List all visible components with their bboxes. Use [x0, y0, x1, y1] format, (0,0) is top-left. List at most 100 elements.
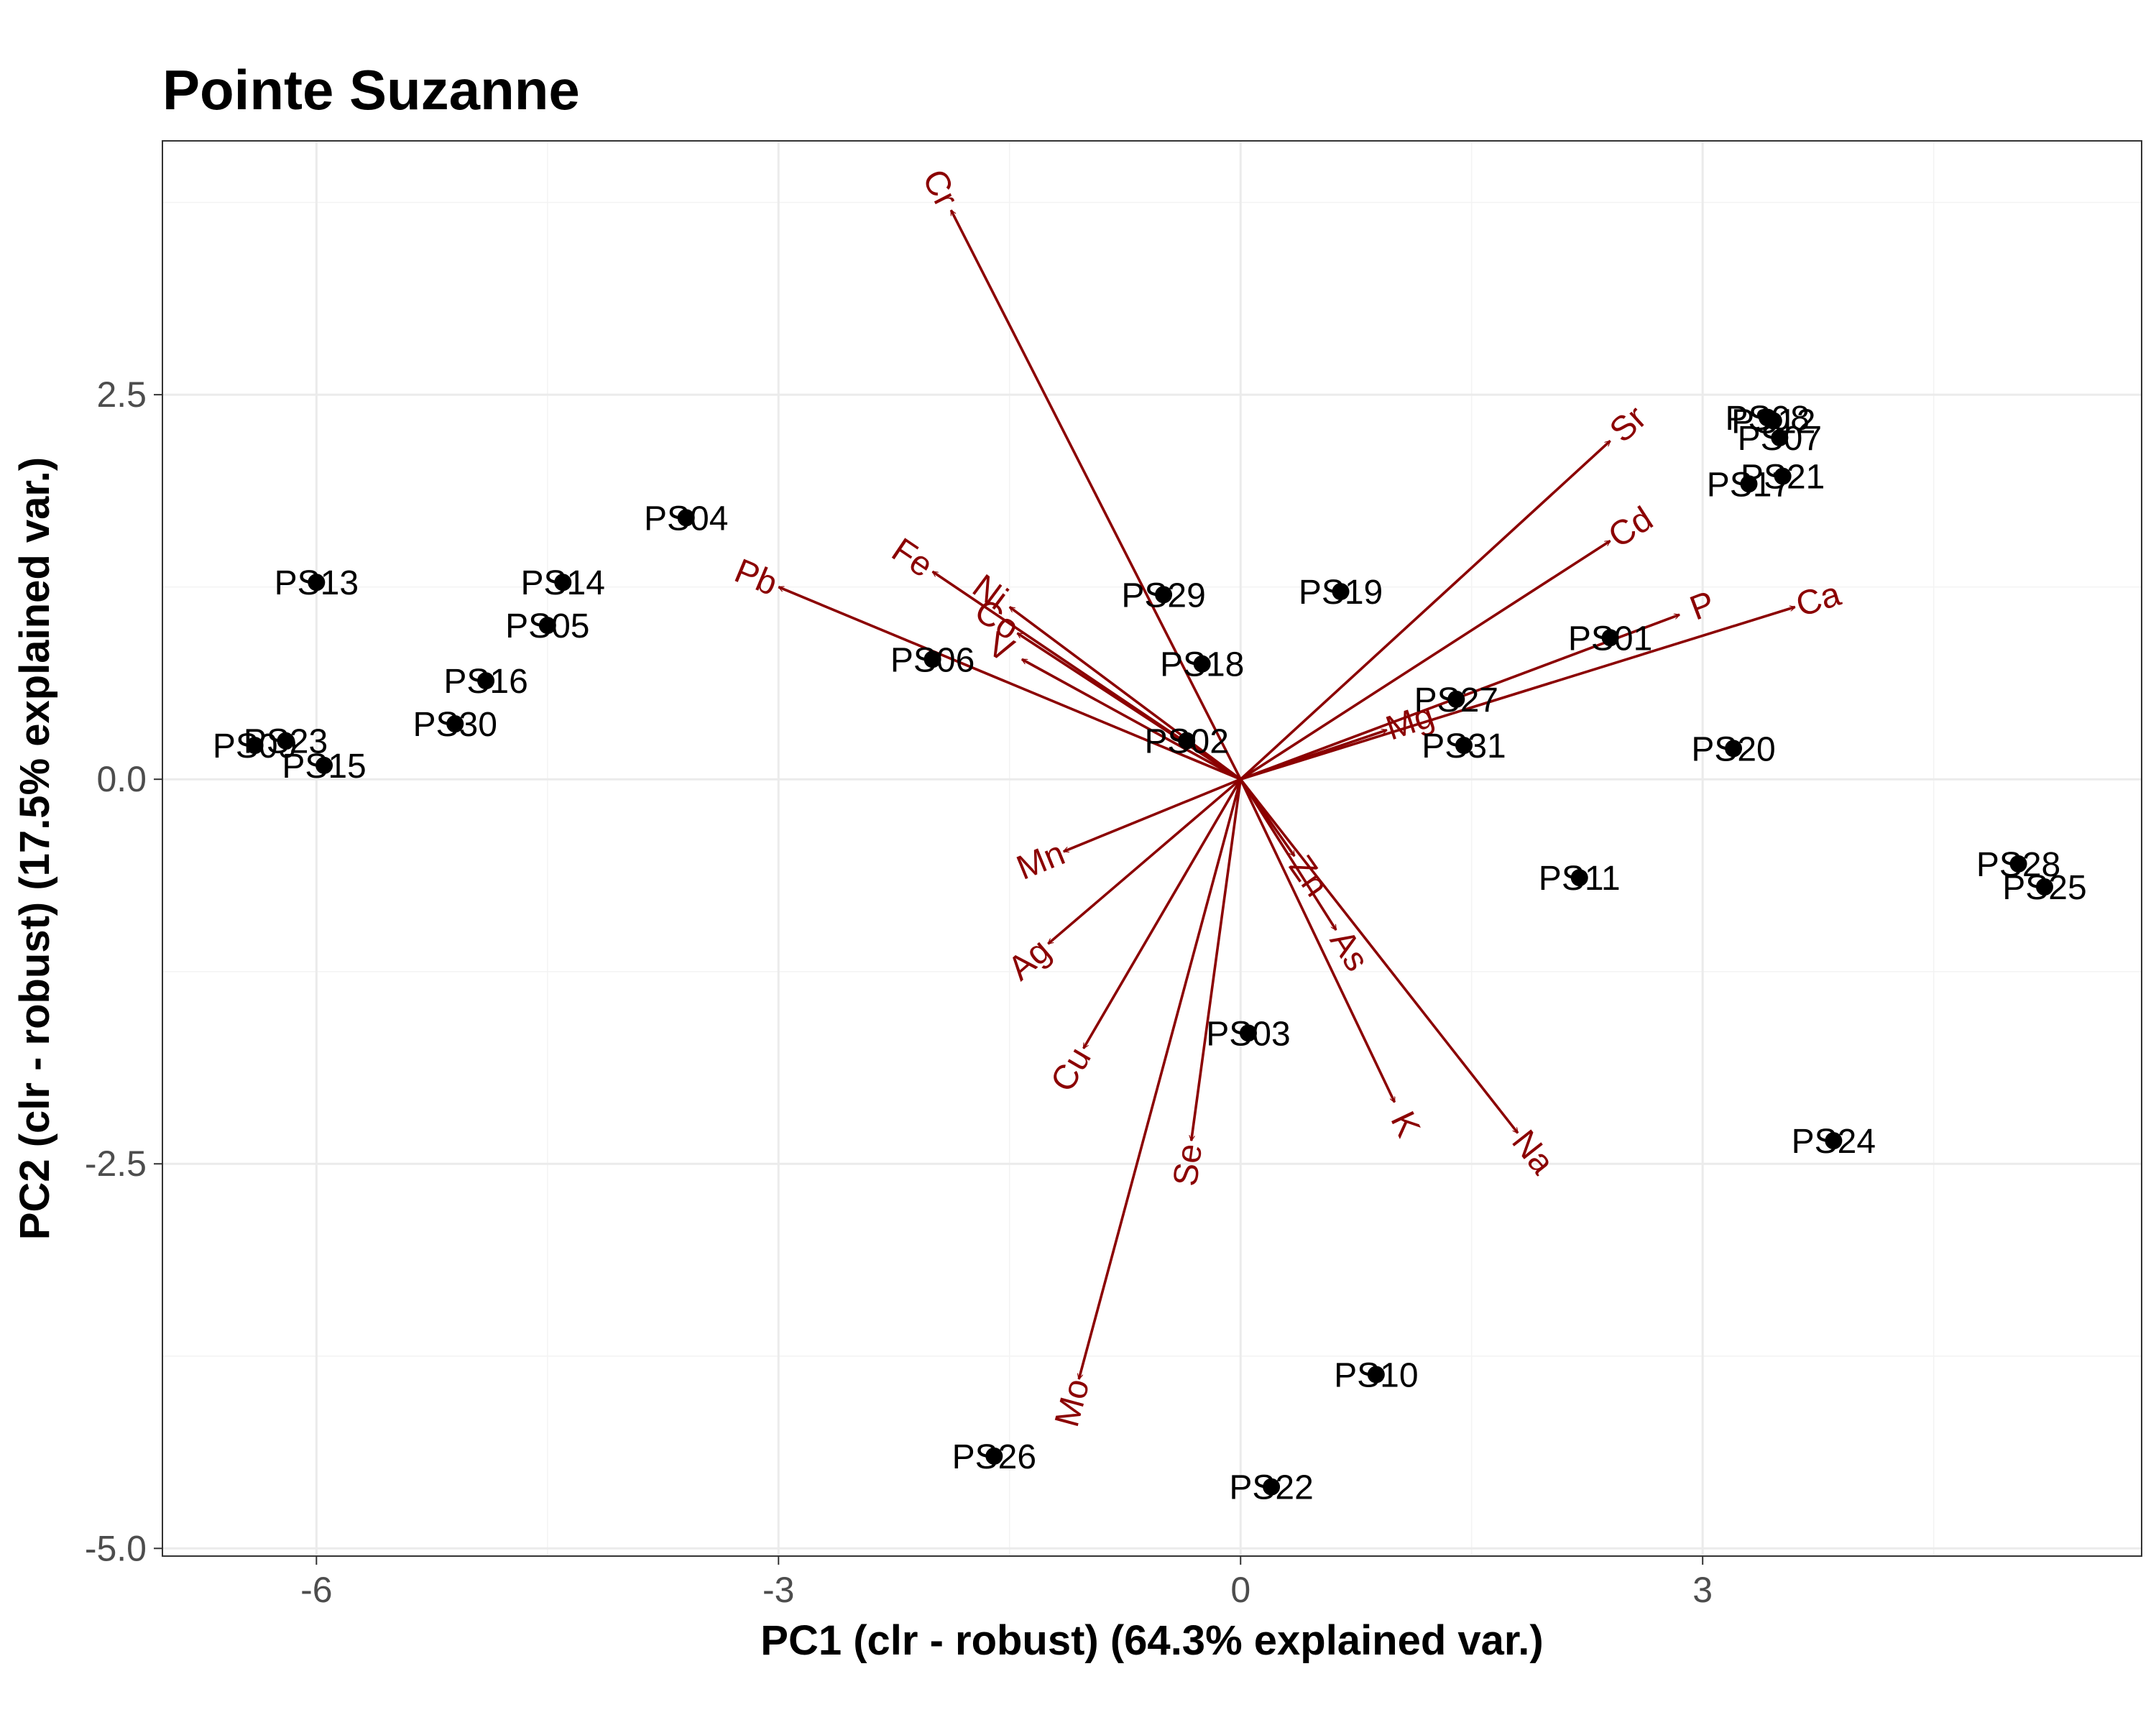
- point-ps10: [1367, 1366, 1385, 1384]
- loading-arrow-cr: [949, 210, 1242, 781]
- major-gridlines: [162, 141, 2142, 1556]
- point-ps09: [246, 737, 264, 755]
- loading-arrow-na: [1239, 778, 1519, 1133]
- point-label-ps16: PS16: [443, 663, 528, 701]
- point-label-ps29: PS29: [1121, 576, 1205, 615]
- loading-label-p: P: [1685, 584, 1720, 628]
- point-ps03: [1239, 1024, 1257, 1042]
- point-ps30: [446, 715, 464, 733]
- loading-arrow-se: [1192, 778, 1243, 1141]
- point-ps06: [923, 650, 941, 668]
- point-ps20: [1725, 740, 1743, 758]
- loading-label-fe: Fe: [885, 531, 939, 585]
- point-label-ps19: PS19: [1299, 574, 1383, 612]
- loading-label-cr: Cr: [915, 163, 965, 213]
- point-label-ps25: PS25: [2002, 869, 2086, 907]
- loading-arrow-as: [1239, 778, 1337, 930]
- y-axis-title: PC2 (clr - robust) (17.5% explained var.…: [11, 457, 58, 1240]
- x-axis-title: PC1 (clr - robust) (64.3% explained var.…: [760, 1617, 1543, 1664]
- loading-arrow-v: [1022, 658, 1242, 781]
- point-ps24: [1825, 1132, 1843, 1150]
- loading-arrow-k: [1239, 778, 1396, 1102]
- y-tick-label: -2.5: [85, 1144, 147, 1184]
- loading-arrow-co: [1017, 632, 1242, 781]
- loading-label-se: Se: [1166, 1141, 1210, 1188]
- point-label-ps06: PS06: [890, 641, 975, 679]
- point-ps01: [1601, 629, 1619, 647]
- point-ps12: [1764, 412, 1782, 430]
- loading-arrow-cd: [1240, 539, 1610, 781]
- x-tick-label: -6: [300, 1570, 332, 1610]
- point-label-ps22: PS22: [1229, 1469, 1313, 1507]
- point-ps16: [477, 672, 495, 690]
- point-label-ps14: PS14: [521, 564, 605, 602]
- point-ps07: [1771, 429, 1789, 447]
- point-ps02: [1178, 732, 1196, 750]
- point-ps11: [1570, 869, 1588, 887]
- point-ps04: [677, 509, 695, 527]
- y-axis: 2.5 0.0 -2.5 -5.0: [85, 374, 162, 1568]
- point-label-ps04: PS04: [644, 500, 728, 538]
- point-label-ps03: PS03: [1206, 1015, 1290, 1053]
- point-ps21: [1774, 467, 1792, 485]
- point-ps28: [2009, 855, 2027, 873]
- loading-label-mn: Mn: [1011, 834, 1070, 887]
- x-tick-label: 0: [1230, 1570, 1250, 1610]
- point-ps26: [985, 1447, 1003, 1465]
- point-ps23: [277, 732, 295, 750]
- loading-label-mo: Mo: [1048, 1375, 1097, 1431]
- minor-gridlines: [162, 141, 2142, 1556]
- loading-arrow-ni: [1010, 606, 1242, 781]
- loading-arrow-mn: [1064, 778, 1241, 853]
- loading-arrow-ca: [1240, 607, 1795, 781]
- point-label-ps11: PS11: [1539, 860, 1621, 898]
- loading-arrow-ag: [1048, 778, 1242, 945]
- loading-label-pb: Pb: [729, 552, 783, 603]
- point-label-ps13: PS13: [275, 564, 359, 602]
- point-ps05: [538, 617, 556, 635]
- loading-label-ca: Ca: [1792, 575, 1846, 625]
- plot-panel-border: [162, 140, 2142, 1557]
- point-ps14: [554, 574, 572, 592]
- point-ps25: [2035, 878, 2053, 896]
- point-label-ps07: PS07: [1738, 420, 1822, 458]
- y-tick-label: 2.5: [96, 374, 147, 415]
- point-label-ps27: PS27: [1414, 681, 1498, 719]
- point-label-ps26: PS26: [952, 1438, 1036, 1476]
- point-label-ps10: PS10: [1334, 1356, 1418, 1394]
- loading-label-cd: Cd: [1602, 500, 1659, 556]
- point-ps19: [1332, 583, 1350, 601]
- chart-title: Pointe Suzanne: [162, 58, 580, 121]
- loading-arrow-mo: [1079, 778, 1242, 1379]
- point-ps31: [1455, 737, 1473, 755]
- y-tick-label: -5.0: [85, 1528, 147, 1568]
- point-label-ps30: PS30: [413, 706, 497, 744]
- point-label-ps21: PS21: [1741, 459, 1825, 497]
- loading-arrow-mg: [1240, 730, 1387, 781]
- point-label-ps20: PS20: [1691, 730, 1775, 768]
- point-ps13: [308, 574, 326, 592]
- loading-arrow-sr: [1240, 440, 1610, 781]
- loading-arrow-pb: [778, 586, 1241, 781]
- point-label-ps31: PS31: [1422, 727, 1506, 765]
- point-label-ps24: PS24: [1792, 1123, 1876, 1161]
- point-label-ps02: PS02: [1145, 723, 1229, 761]
- point-label-ps15: PS15: [282, 748, 366, 786]
- loading-label-cu: Cu: [1044, 1041, 1099, 1098]
- point-ps15: [315, 756, 333, 774]
- point-ps18: [1193, 655, 1211, 673]
- point-label-ps28: PS28: [1976, 846, 2060, 884]
- x-axis: -6 -3 0 3: [300, 1556, 1713, 1610]
- point-label-ps01: PS01: [1568, 620, 1652, 658]
- loading-arrow-cu: [1082, 778, 1242, 1049]
- point-label-ps23: PS23: [244, 723, 328, 761]
- point-ps22: [1263, 1478, 1281, 1496]
- point-ps29: [1155, 586, 1173, 604]
- loading-label-k: K: [1383, 1105, 1427, 1143]
- point-label-ps18: PS18: [1160, 646, 1244, 684]
- point-label-ps05: PS05: [505, 607, 589, 645]
- x-tick-label: -3: [763, 1570, 794, 1610]
- sample-points: PS13 PS14PS05PS04PS16PS30PS09PS23PS15PS06…: [213, 400, 2087, 1506]
